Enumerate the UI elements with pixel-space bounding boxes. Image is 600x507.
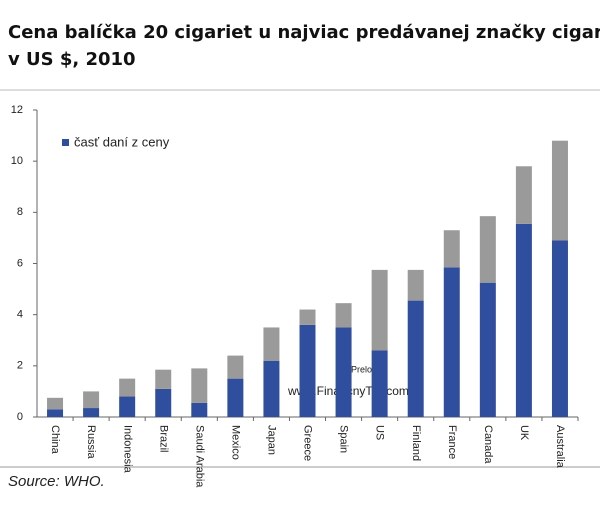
legend-swatch (62, 139, 69, 146)
x-tick-label: Brazil (157, 425, 169, 453)
bar-segment (515, 223, 532, 417)
x-tick-label: Finland (410, 425, 422, 461)
bar-segment (299, 309, 316, 325)
bar-segment (479, 282, 496, 417)
bar-segment (119, 396, 136, 417)
bar-segment (335, 303, 352, 328)
bar-segment (335, 327, 352, 417)
y-tick-label: 4 (17, 309, 23, 321)
bar-segment (263, 360, 280, 417)
y-tick-label: 0 (17, 411, 23, 423)
x-tick-label: Spain (338, 425, 350, 453)
x-tick-label: Greece (302, 425, 314, 461)
x-tick-label: US (374, 425, 386, 440)
bar-segment (155, 388, 172, 417)
bar-segment (551, 140, 568, 241)
bar-segment (443, 230, 460, 268)
bar-segment (443, 267, 460, 417)
bar-segment (371, 350, 388, 417)
bar-segment (515, 166, 532, 224)
bar-segment (551, 240, 568, 417)
watermark: Preložil: (351, 364, 383, 374)
x-tick-label: China (49, 425, 61, 455)
chart-title: Cena balíčka 20 cigariet u najviac predá… (8, 22, 600, 43)
bar-segment (47, 397, 64, 410)
bar-segment (155, 369, 172, 389)
y-tick-label: 10 (11, 155, 23, 167)
x-tick-label: Russia (85, 425, 97, 460)
chart-title: v US $, 2010 (8, 49, 136, 70)
x-tick-label: Canada (482, 425, 494, 464)
bar-segment (83, 391, 100, 409)
bar-segment (479, 216, 496, 283)
bar-segment (407, 300, 424, 417)
bar-segment (227, 378, 244, 417)
y-tick-label: 12 (11, 104, 23, 116)
bar-segment (191, 402, 208, 417)
bar-segment (371, 269, 388, 351)
legend-label: časť daní z ceny (74, 134, 170, 149)
x-tick-label: UK (518, 425, 530, 441)
x-tick-label: Saudi Arabia (193, 425, 205, 488)
y-tick-label: 6 (17, 257, 23, 269)
bar-segment (119, 378, 136, 397)
bar-segment (191, 368, 208, 403)
x-tick-label: Mexico (229, 425, 241, 460)
bar-segment (83, 408, 100, 417)
bar-segment (227, 355, 244, 379)
bar-segment (407, 269, 424, 301)
bar-segment (263, 327, 280, 361)
y-tick-label: 2 (17, 360, 23, 372)
x-tick-label: Indonesia (121, 425, 133, 474)
bar-segment (47, 409, 64, 417)
x-tick-label: Japan (266, 425, 278, 455)
x-tick-label: France (446, 425, 458, 459)
x-tick-label: Australia (554, 425, 566, 469)
y-tick-label: 8 (17, 206, 23, 218)
source: Source: WHO. (8, 473, 105, 490)
bar-segment (299, 324, 316, 417)
